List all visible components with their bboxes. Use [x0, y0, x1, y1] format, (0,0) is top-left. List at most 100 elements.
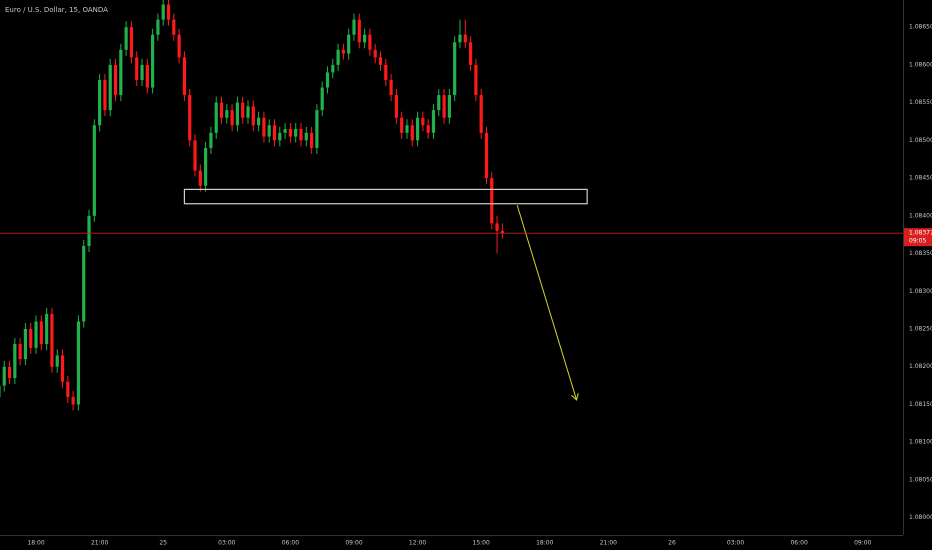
candle-body — [188, 95, 192, 141]
x-tick-label: 06:00 — [282, 540, 299, 547]
projection-arrow — [516, 205, 578, 401]
candle-body — [426, 125, 430, 133]
candle-body — [241, 102, 245, 118]
candle-body — [166, 4, 171, 20]
candle-body — [410, 125, 414, 141]
chart-title: Euro / U.S. Dollar, 15, OANDA — [5, 6, 108, 14]
candle-body — [251, 106, 255, 126]
candle-body — [151, 34, 155, 88]
candle-body — [257, 117, 261, 126]
candle-body — [2, 366, 6, 386]
candle-body — [71, 396, 75, 405]
x-tick-label: 18:00 — [27, 540, 44, 547]
last-price-label: 1.08377 — [909, 230, 932, 237]
candle-body — [453, 42, 457, 96]
x-tick-label: 09:00 — [854, 540, 871, 547]
candle-body — [389, 79, 393, 96]
y-tick-label: 1.08000 — [909, 514, 932, 521]
candle-body — [283, 129, 287, 133]
candle-body — [140, 64, 144, 80]
candle-body — [368, 34, 372, 50]
candle-body — [442, 95, 446, 118]
candle-body — [405, 125, 409, 133]
candle-body — [129, 27, 134, 58]
candle-body — [161, 4, 165, 20]
candle-body — [66, 381, 70, 397]
candle-body — [172, 19, 176, 35]
candle-body — [45, 313, 49, 345]
candle-body — [468, 42, 473, 65]
candle-body — [0, 385, 1, 397]
candle-body — [198, 170, 202, 186]
candle-body — [299, 129, 303, 141]
candle-body — [331, 64, 335, 73]
candle-body — [29, 328, 33, 348]
candle-body — [13, 344, 17, 379]
candle-body — [50, 313, 54, 367]
candle-body — [320, 87, 324, 111]
arrow-head — [571, 393, 579, 401]
candle-body — [479, 95, 483, 133]
candle-body — [463, 34, 467, 43]
y-tick-label: 1.08250 — [909, 325, 932, 332]
x-tick-label: 26 — [668, 540, 676, 547]
candle-body — [484, 132, 489, 179]
candle-body — [362, 34, 367, 43]
candle-body — [309, 132, 314, 148]
y-tick-label: 1.08400 — [909, 212, 932, 219]
candle-body — [124, 27, 128, 50]
candle-body — [182, 57, 187, 96]
candle-body — [288, 129, 293, 137]
candle-body — [495, 223, 499, 231]
candle-body — [352, 19, 356, 35]
candle-body — [490, 178, 494, 224]
countdown-label: 09:05 — [909, 238, 926, 245]
candle-body — [204, 147, 208, 186]
x-tick-label: 12:00 — [409, 540, 426, 547]
candle-body — [108, 64, 112, 111]
x-tick-label: 06:00 — [790, 540, 807, 547]
zone-box — [183, 188, 588, 205]
candle-body — [55, 355, 59, 367]
candle-body — [214, 102, 218, 133]
candle-body — [267, 125, 271, 137]
candle-body — [225, 110, 229, 118]
candle-body — [431, 110, 436, 133]
plot-area — [0, 0, 588, 411]
candle-body — [87, 215, 91, 246]
candle-body — [278, 132, 282, 141]
y-tick-label: 1.08500 — [909, 137, 932, 144]
y-tick-label: 1.08150 — [909, 401, 932, 408]
candle-body — [341, 49, 345, 54]
candle-body — [400, 117, 404, 133]
candle-body — [272, 125, 277, 141]
candle-body — [294, 129, 298, 137]
candle-body — [23, 328, 28, 360]
x-tick-label: 25 — [159, 540, 167, 547]
candle-body — [193, 140, 197, 171]
candle-body — [415, 117, 420, 141]
y-tick-label: 1.08450 — [909, 175, 932, 182]
candle-body — [98, 79, 102, 126]
candle-body — [209, 132, 213, 148]
y-tick-label: 1.08350 — [909, 250, 932, 257]
x-tick-label: 15:00 — [473, 540, 490, 547]
candle-body — [219, 102, 224, 118]
candle-body — [394, 95, 398, 118]
candle-body — [246, 106, 250, 118]
candle-body — [373, 49, 377, 58]
x-tick-label: 09:00 — [345, 540, 362, 547]
candle-body — [235, 102, 240, 126]
candle-body — [92, 125, 96, 216]
y-tick-label: 1.08300 — [909, 288, 932, 295]
candle-body — [378, 57, 383, 65]
candle-body — [357, 19, 361, 43]
y-tick-label: 1.08650 — [909, 24, 932, 31]
candle-body — [262, 117, 266, 137]
x-tick-label: 18:00 — [536, 540, 553, 547]
candle-body — [325, 72, 330, 88]
candle-body — [7, 366, 12, 379]
candle-body — [119, 49, 123, 96]
candle-body — [230, 110, 234, 126]
